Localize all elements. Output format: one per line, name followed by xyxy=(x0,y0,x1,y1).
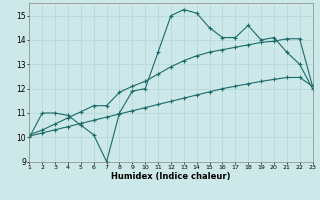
X-axis label: Humidex (Indice chaleur): Humidex (Indice chaleur) xyxy=(111,172,231,181)
